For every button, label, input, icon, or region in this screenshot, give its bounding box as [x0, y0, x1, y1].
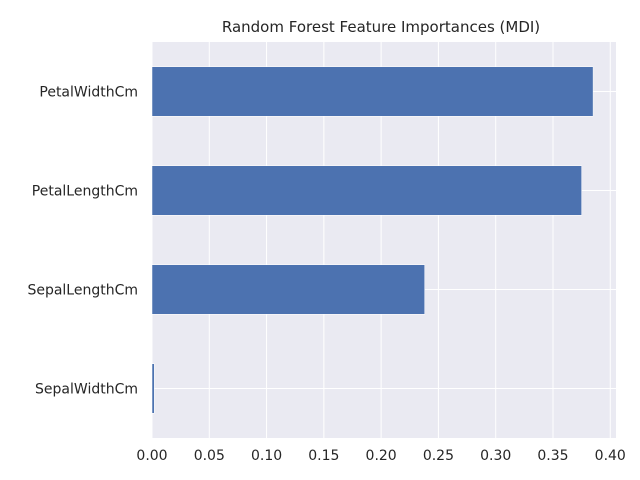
y-tick-label: SepalWidthCm	[35, 382, 138, 398]
x-tick-label: 0.00	[136, 448, 167, 464]
y-tick-label: SepalLengthCm	[27, 283, 138, 299]
x-tick-label: 0.20	[366, 448, 397, 464]
bar-PetalWidthCm	[151, 66, 594, 117]
x-tick-label: 0.30	[480, 448, 511, 464]
y-tick-label: PetalWidthCm	[39, 85, 138, 101]
x-tick-label: 0.40	[595, 448, 626, 464]
bars	[151, 66, 594, 414]
bar-PetalLengthCm	[151, 165, 582, 216]
x-tick-label: 0.15	[308, 448, 339, 464]
y-tick-label: PetalLengthCm	[32, 184, 138, 200]
y-tick-labels: SepalWidthCm SepalLengthCm PetalLengthCm Pe…	[27, 85, 138, 398]
x-tick-labels: 0.00 0.05 0.10 0.15 0.20 0.25 0.30 0.35 0.40	[136, 448, 625, 464]
chart-title: Random Forest Feature Importances (MDI)	[222, 18, 540, 36]
bar-SepalLengthCm	[151, 264, 425, 315]
x-tick-label: 0.05	[194, 448, 225, 464]
x-tick-label: 0.10	[251, 448, 282, 464]
x-tick-label: 0.25	[423, 448, 454, 464]
x-tick-label: 0.35	[537, 448, 568, 464]
bar-SepalWidthCm	[151, 363, 155, 414]
